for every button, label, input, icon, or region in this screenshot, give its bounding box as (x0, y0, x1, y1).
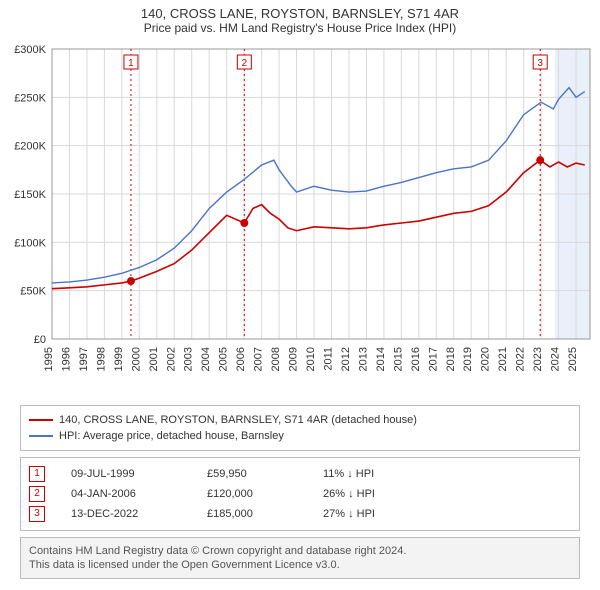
sale-pct: 27% ↓ HPI (323, 504, 413, 524)
svg-text:1999: 1999 (113, 347, 125, 371)
svg-text:2018: 2018 (445, 347, 457, 371)
svg-text:2017: 2017 (427, 347, 439, 371)
attribution-line: Contains HM Land Registry data © Crown c… (29, 544, 571, 558)
chart-container: 140, CROSS LANE, ROYSTON, BARNSLEY, S71 … (0, 0, 600, 579)
svg-text:£150K: £150K (14, 189, 46, 201)
svg-text:2010: 2010 (305, 347, 317, 371)
sale-row: 1 09-JUL-1999 £59,950 11% ↓ HPI (29, 464, 571, 484)
legend-item: 140, CROSS LANE, ROYSTON, BARNSLEY, S71 … (29, 412, 571, 428)
svg-text:2009: 2009 (288, 347, 300, 371)
sale-price: £120,000 (207, 484, 297, 504)
svg-text:2020: 2020 (480, 347, 492, 371)
svg-text:2008: 2008 (270, 347, 282, 371)
legend-label: 140, CROSS LANE, ROYSTON, BARNSLEY, S71 … (59, 412, 417, 428)
svg-text:2024: 2024 (550, 347, 562, 371)
chart-svg: £0 £50K £100K £150K £200K £250K £300K 1995 1996 1… (0, 39, 600, 399)
sale-row: 2 04-JAN-2006 £120,000 26% ↓ HPI (29, 484, 571, 504)
svg-text:2000: 2000 (130, 347, 142, 371)
sale-row: 3 13-DEC-2022 £185,000 27% ↓ HPI (29, 504, 571, 524)
svg-text:1995: 1995 (43, 347, 55, 371)
svg-text:2007: 2007 (253, 347, 265, 371)
sale-badge: 1 (29, 466, 45, 482)
chart-title: 140, CROSS LANE, ROYSTON, BARNSLEY, S71 … (0, 0, 600, 21)
svg-text:2025: 2025 (567, 347, 579, 371)
attribution: Contains HM Land Registry data © Crown c… (20, 537, 580, 579)
legend: 140, CROSS LANE, ROYSTON, BARNSLEY, S71 … (20, 405, 580, 451)
svg-text:1997: 1997 (78, 347, 90, 371)
legend-swatch (29, 419, 53, 421)
sale-pct: 11% ↓ HPI (323, 464, 413, 484)
svg-text:2002: 2002 (165, 347, 177, 371)
svg-text:2005: 2005 (218, 347, 230, 371)
svg-text:2001: 2001 (148, 347, 160, 371)
chart-subtitle: Price paid vs. HM Land Registry's House … (0, 21, 600, 39)
svg-text:2012: 2012 (340, 347, 352, 371)
chart-plot-area: £0 £50K £100K £150K £200K £250K £300K 1995 1996 1… (0, 39, 600, 399)
svg-text:1996: 1996 (60, 347, 72, 371)
svg-text:3: 3 (537, 58, 543, 69)
svg-text:2021: 2021 (497, 347, 509, 371)
svg-text:£250K: £250K (14, 92, 46, 104)
svg-text:2011: 2011 (322, 347, 334, 371)
svg-text:£100K: £100K (14, 237, 46, 249)
sale-badge: 3 (29, 506, 45, 522)
svg-text:2: 2 (242, 58, 248, 69)
sale-date: 04-JAN-2006 (71, 484, 181, 504)
sale-date: 13-DEC-2022 (71, 504, 181, 524)
legend-item: HPI: Average price, detached house, Barn… (29, 428, 571, 444)
svg-text:2015: 2015 (392, 347, 404, 371)
svg-text:2013: 2013 (357, 347, 369, 371)
svg-text:£200K: £200K (14, 141, 46, 153)
sale-price: £185,000 (207, 504, 297, 524)
legend-label: HPI: Average price, detached house, Barn… (59, 428, 284, 444)
svg-text:2019: 2019 (462, 347, 474, 371)
svg-text:2016: 2016 (410, 347, 422, 371)
svg-text:£300K: £300K (14, 44, 46, 56)
sale-pct: 26% ↓ HPI (323, 484, 413, 504)
svg-text:2003: 2003 (183, 347, 195, 371)
svg-text:1: 1 (128, 58, 134, 69)
legend-swatch (29, 435, 53, 437)
svg-text:2023: 2023 (532, 347, 544, 371)
svg-text:1998: 1998 (95, 347, 107, 371)
svg-text:2004: 2004 (200, 347, 212, 371)
sales-table: 1 09-JUL-1999 £59,950 11% ↓ HPI 2 04-JAN-2006… (20, 457, 580, 531)
sale-badge: 2 (29, 486, 45, 502)
svg-text:2022: 2022 (515, 347, 527, 371)
svg-text:£50K: £50K (20, 286, 46, 298)
sale-price: £59,950 (207, 464, 297, 484)
svg-text:£0: £0 (34, 334, 46, 346)
svg-text:2014: 2014 (375, 347, 387, 371)
sale-date: 09-JUL-1999 (71, 464, 181, 484)
attribution-line: This data is licensed under the Open Gov… (29, 558, 571, 572)
svg-text:2006: 2006 (235, 347, 247, 371)
